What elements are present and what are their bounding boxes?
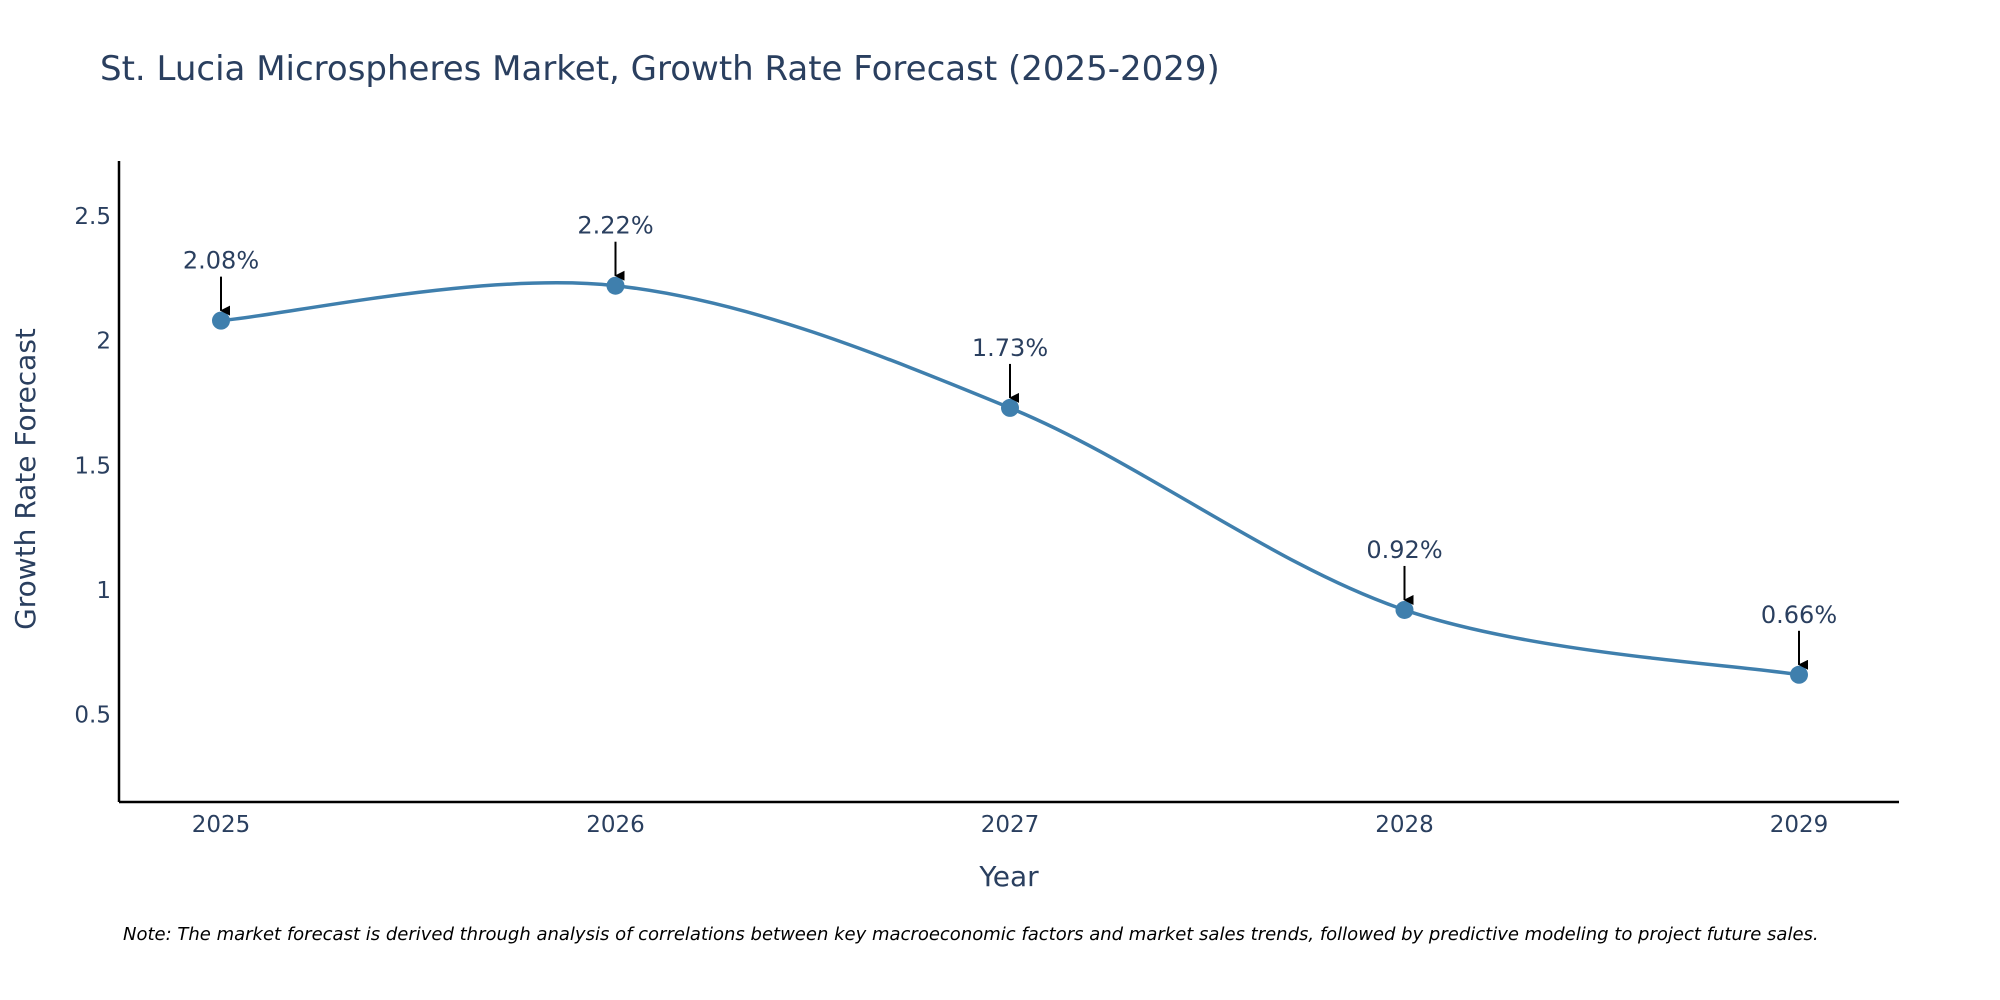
data-point-marker [1001, 398, 1019, 417]
data-point-marker [1395, 600, 1414, 619]
chart-title: St. Lucia Microspheres Market, Growth Ra… [100, 49, 1220, 89]
x-tick-label: 2025 [192, 812, 251, 838]
chart-note: Note: The market forecast is derived thr… [123, 924, 1819, 945]
x-tick-label: 2029 [1770, 812, 1829, 838]
y-axis-title: Growth Rate Forecast [9, 328, 42, 630]
y-axis-ticks: 0.5 1 1.5 2 2.5 [74, 204, 111, 729]
x-tick-label: 2028 [1375, 812, 1434, 838]
x-axis-title: Year [978, 860, 1039, 893]
data-point-marker [1790, 665, 1808, 684]
x-tick-label: 2026 [586, 812, 645, 838]
x-axis-ticks: 2025 2026 2027 2028 2029 [192, 812, 1829, 838]
data-label: 0.66% [1761, 601, 1837, 629]
data-points [212, 276, 1808, 684]
x-tick-label: 2027 [981, 812, 1040, 838]
data-label-annotations: 2.08% 2.22% 1.73% 0.92% 0.66% [183, 212, 1837, 670]
data-label: 1.73% [972, 334, 1048, 362]
data-label: 0.92% [1366, 536, 1442, 564]
data-point-marker [606, 276, 625, 295]
y-tick-label: 2 [96, 329, 111, 355]
data-label: 2.22% [577, 212, 653, 240]
data-label: 2.08% [183, 247, 259, 275]
y-tick-label: 1 [96, 578, 111, 604]
y-tick-label: 1.5 [74, 453, 111, 479]
y-tick-label: 0.5 [74, 703, 111, 729]
y-tick-label: 2.5 [74, 204, 111, 230]
data-point-marker [212, 311, 230, 330]
